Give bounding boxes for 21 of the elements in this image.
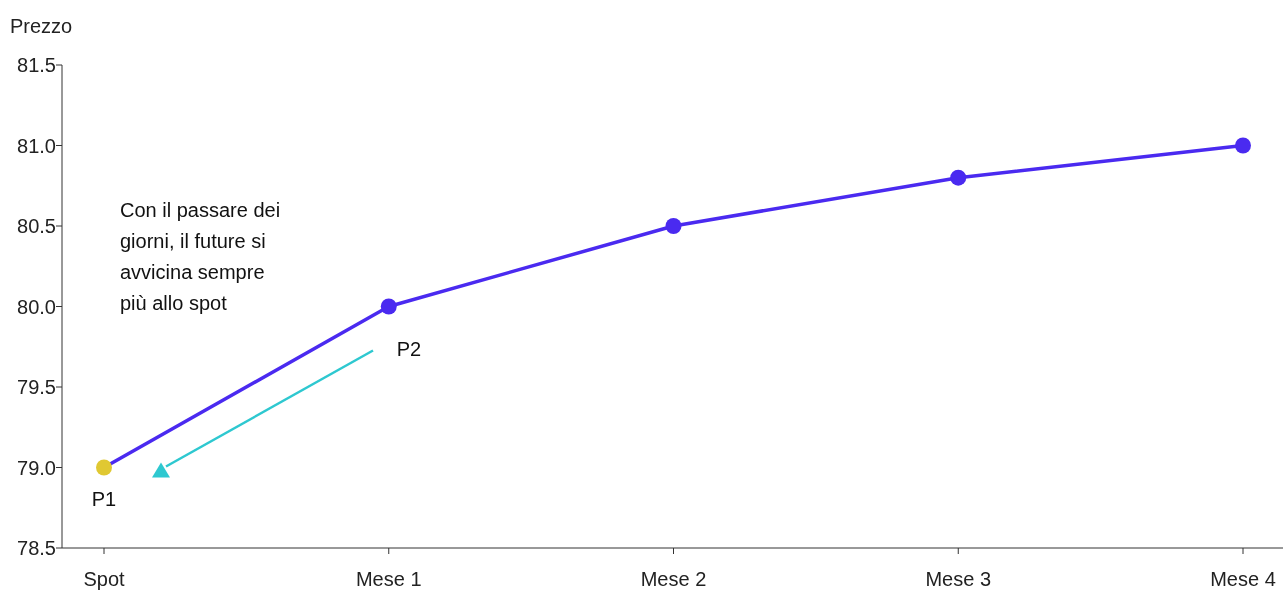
y-axis-title: Prezzo <box>10 15 73 37</box>
x-tick-label: Mese 3 <box>925 568 992 590</box>
annotation: P1 <box>91 487 117 510</box>
point <box>665 218 682 234</box>
x-tick-label: Mese 4 <box>1210 568 1276 590</box>
point <box>1235 137 1251 154</box>
x-tick-label: Mese 1 <box>355 568 422 590</box>
x-tick-label: Spot <box>83 568 126 590</box>
point <box>96 459 112 476</box>
y-tick-label: 79.0 <box>17 456 56 479</box>
y-tick-label: 78.5 <box>17 537 56 559</box>
y-tick-label: 81.5 <box>17 54 56 76</box>
y-tick-label: 81.0 <box>17 134 56 157</box>
point <box>950 169 967 186</box>
y-tick-label: 80.0 <box>17 295 56 318</box>
annotation: P2 <box>396 337 422 360</box>
y-tick-label: 79.5 <box>17 376 56 398</box>
annotation: Con il passare dei giorni, il future si avvicina sempre più allo spot <box>120 199 281 314</box>
y-tick-label: 80.5 <box>17 215 56 237</box>
x-tick-label: Mese 2 <box>640 568 707 590</box>
point <box>380 298 397 315</box>
